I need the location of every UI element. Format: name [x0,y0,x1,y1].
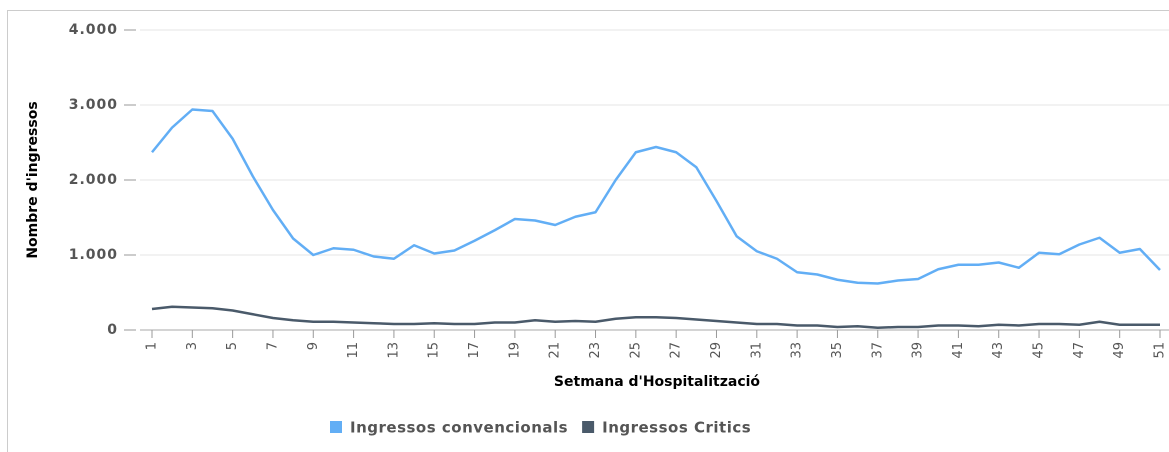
x-tick-label: 47 [1072,342,1087,359]
x-tick-label: 49 [1112,342,1127,359]
x-tick-label: 7 [265,342,280,350]
x-tick-label: 33 [790,342,805,359]
legend-label: Ingressos convencionals [350,419,568,437]
x-tick-label: 35 [830,342,845,359]
x-tick-label: 1 [145,342,160,350]
x-tick-label: 51 [1153,342,1168,359]
x-tick-label: 43 [991,342,1006,359]
x-tick-label: 19 [507,342,522,359]
x-tick-label: 9 [306,342,321,350]
series-line [151,305,1160,329]
y-tick-label: 4.000 [69,22,118,38]
x-tick-label: 5 [225,342,240,350]
y-tick-label: 1.000 [69,247,118,263]
series-line [151,108,1161,285]
x-tick-label: 27 [669,342,684,359]
x-tick-label: 17 [467,342,482,359]
chart-frame [7,10,1169,452]
x-tick-label: 37 [870,342,885,359]
x-tick-label: 13 [386,342,401,359]
x-tick-label: 45 [1032,342,1047,359]
legend-label: Ingressos Critics [602,419,751,437]
x-tick-label: 25 [628,342,643,359]
y-tick-label: 2.000 [69,172,118,188]
legend-swatch [330,421,342,433]
x-tick-label: 39 [911,342,926,359]
x-tick-label: 41 [951,342,966,359]
y-tick-label: 0 [107,322,118,338]
legend-swatch [582,421,595,433]
x-tick-label: 29 [709,342,724,359]
x-tick-label: 15 [427,342,442,359]
x-tick-label: 31 [749,342,764,359]
y-tick-label: 3.000 [69,97,118,113]
x-tick-label: 11 [346,342,361,359]
x-tick-label: 23 [588,342,603,359]
x-tick-label: 3 [185,342,200,350]
x-axis-title: Setmana d'Hospitalització [554,374,761,390]
x-tick-label: 21 [548,342,563,359]
y-axis-title: Nombre d'ingressos [25,101,41,258]
